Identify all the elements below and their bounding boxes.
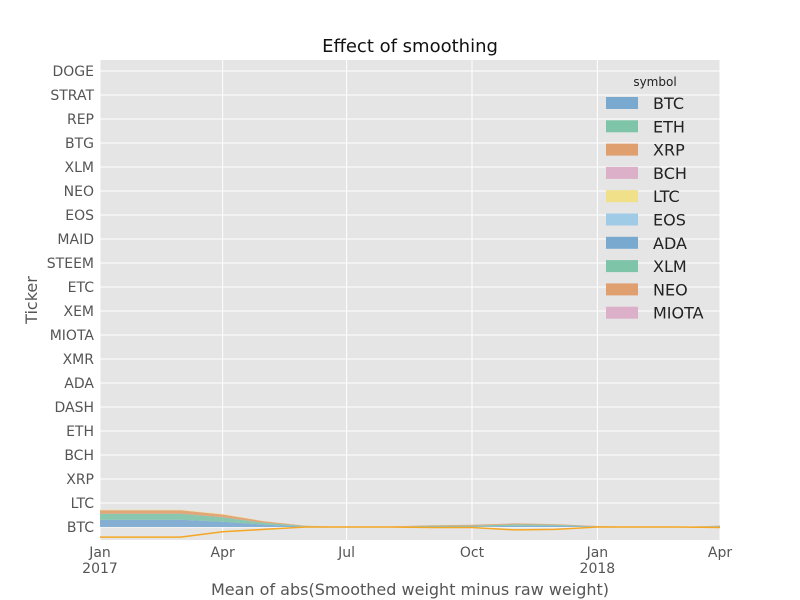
line-layer — [100, 526, 721, 538]
x-tick-label: Jan — [586, 545, 609, 561]
legend-label-neo: NEO — [653, 280, 688, 299]
legend-swatch-xrp — [606, 143, 638, 156]
chart-title: Effect of smoothing — [322, 36, 498, 57]
legend-label-btc: BTC — [653, 94, 684, 113]
y-tick-label: ETH — [66, 424, 94, 440]
x-tick-label: Jul — [337, 545, 355, 561]
legend-title: symbol — [633, 75, 676, 89]
legend-label-ada: ADA — [653, 234, 687, 253]
area-btc — [100, 519, 720, 527]
area-eth — [100, 513, 720, 527]
y-tick-label: XRP — [66, 472, 94, 488]
smoothing-line — [100, 526, 721, 538]
x-tick-label: Oct — [460, 545, 485, 561]
legend-label-bch: BCH — [653, 164, 687, 183]
legend-swatch-eth — [606, 120, 638, 133]
y-tick-label: MAID — [57, 232, 94, 248]
x-axis-label: Mean of abs(Smoothed weight minus raw we… — [211, 580, 609, 599]
x-tick-label: Apr — [211, 545, 235, 561]
legend-swatch-ltc — [606, 190, 638, 203]
legend-label-xlm: XLM — [653, 257, 687, 276]
y-tick-label: STRAT — [50, 88, 94, 104]
x-tick-year: 2017 — [82, 561, 118, 577]
y-axis-label: Ticker — [22, 276, 41, 325]
y-tick-label: XMR — [63, 352, 95, 368]
legend-label-eth: ETH — [653, 117, 685, 136]
legend-swatch-xlm — [606, 260, 638, 273]
y-tick-label: BTC — [67, 520, 94, 536]
area-layer — [100, 509, 720, 527]
y-tick-label: BTG — [65, 136, 94, 152]
y-tick-label: MIOTA — [50, 328, 95, 344]
legend-label-eos: EOS — [653, 211, 686, 230]
x-tick-label: Apr — [708, 545, 732, 561]
y-tick-label: XEM — [63, 304, 94, 320]
y-tick-label: STEEM — [47, 256, 94, 272]
y-tick-label: XLM — [65, 160, 94, 176]
plot-background — [100, 60, 720, 540]
y-tick-label: DOGE — [53, 64, 95, 80]
y-tick-label: LTC — [71, 496, 95, 512]
area-xrp — [100, 510, 720, 527]
legend-label-miota: MIOTA — [653, 304, 704, 323]
y-tick-label: BCH — [64, 448, 94, 464]
legend-label-xrp: XRP — [653, 141, 685, 160]
y-tick-label: EOS — [65, 208, 94, 224]
x-tick-year: 2018 — [580, 561, 616, 577]
legend: symbol BTC ETH XRP BCH LTC EOS ADA XLM NEO MIOTA — [606, 75, 704, 323]
legend-label-ltc: LTC — [653, 187, 680, 206]
legend-swatch-miota — [606, 306, 638, 319]
y-tick-label: NEO — [64, 184, 94, 200]
y-tick-label: ETC — [68, 280, 95, 296]
legend-swatch-btc — [606, 97, 638, 109]
legend-swatch-ada — [606, 236, 638, 249]
legend-swatch-neo — [606, 283, 638, 296]
legend-swatch-bch — [606, 166, 638, 179]
y-tick-label: DASH — [54, 400, 94, 416]
y-tick-label: REP — [67, 112, 94, 128]
x-tick-label: Jan — [88, 545, 111, 561]
y-tick-labels: BTC LTC XRP BCH ETH DASH ADA XMR MIOTA XEM ETC STEE… — [47, 64, 95, 536]
legend-swatch-eos — [606, 213, 638, 226]
y-tick-label: ADA — [64, 376, 94, 392]
